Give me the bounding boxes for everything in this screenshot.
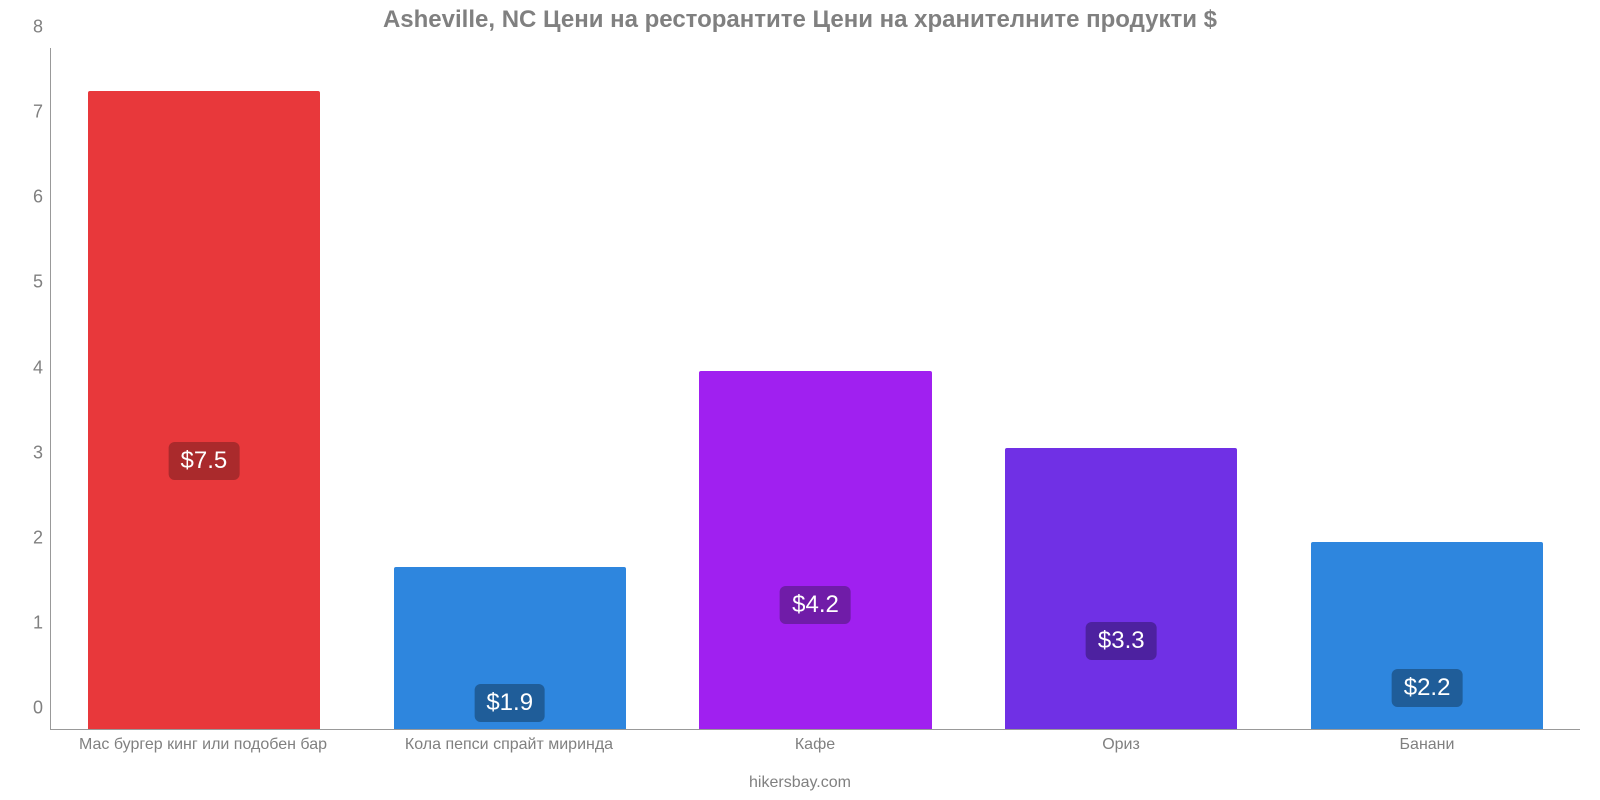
x-label: Ориз [968,736,1274,760]
bar-slot: $2.2 [1274,48,1580,729]
bar: $7.5 [88,91,320,729]
chart-title: Asheville, NC Цени на ресторантите Цени … [0,6,1600,34]
bar: $4.2 [699,371,931,729]
bar-value-label: $7.5 [169,442,240,480]
price-chart: Asheville, NC Цени на ресторантите Цени … [0,0,1600,800]
bar-slot: $4.2 [663,48,969,729]
bar: $2.2 [1311,542,1543,729]
y-tick: 6 [13,187,43,208]
bars-container: $7.5 $1.9 $4.2 $3.3 $2.2 [51,48,1580,729]
x-label: Мас бургер кинг или подобен бар [50,736,356,760]
plot-area: $7.5$1.9$4.2$3.3$2.2 012345678 [50,48,1580,730]
bar: $3.3 [1005,448,1237,729]
bar-slot: $1.9 [357,48,663,729]
bar-slot: $3.3 [968,48,1274,729]
x-axis-labels: Мас бургер кинг или подобен барКола пепс… [50,736,1580,760]
y-tick: 1 [13,612,43,633]
bar-value-label: $4.2 [780,586,851,624]
x-label: Кола пепси спрайт миринда [356,736,662,760]
bar-value-label: $1.9 [474,684,545,722]
y-tick: 8 [13,17,43,38]
bar-value-label: $3.3 [1086,622,1157,660]
y-tick: 0 [13,698,43,719]
x-label: Кафе [662,736,968,760]
y-tick: 7 [13,102,43,123]
bar-value-label: $2.2 [1392,669,1463,707]
y-tick: 2 [13,527,43,548]
chart-footer: hikersbay.com [0,774,1600,792]
y-tick: 3 [13,442,43,463]
y-tick: 5 [13,272,43,293]
bar-slot: $7.5 [51,48,357,729]
y-tick: 4 [13,357,43,378]
x-label: Банани [1274,736,1580,760]
bar: $1.9 [394,567,626,729]
